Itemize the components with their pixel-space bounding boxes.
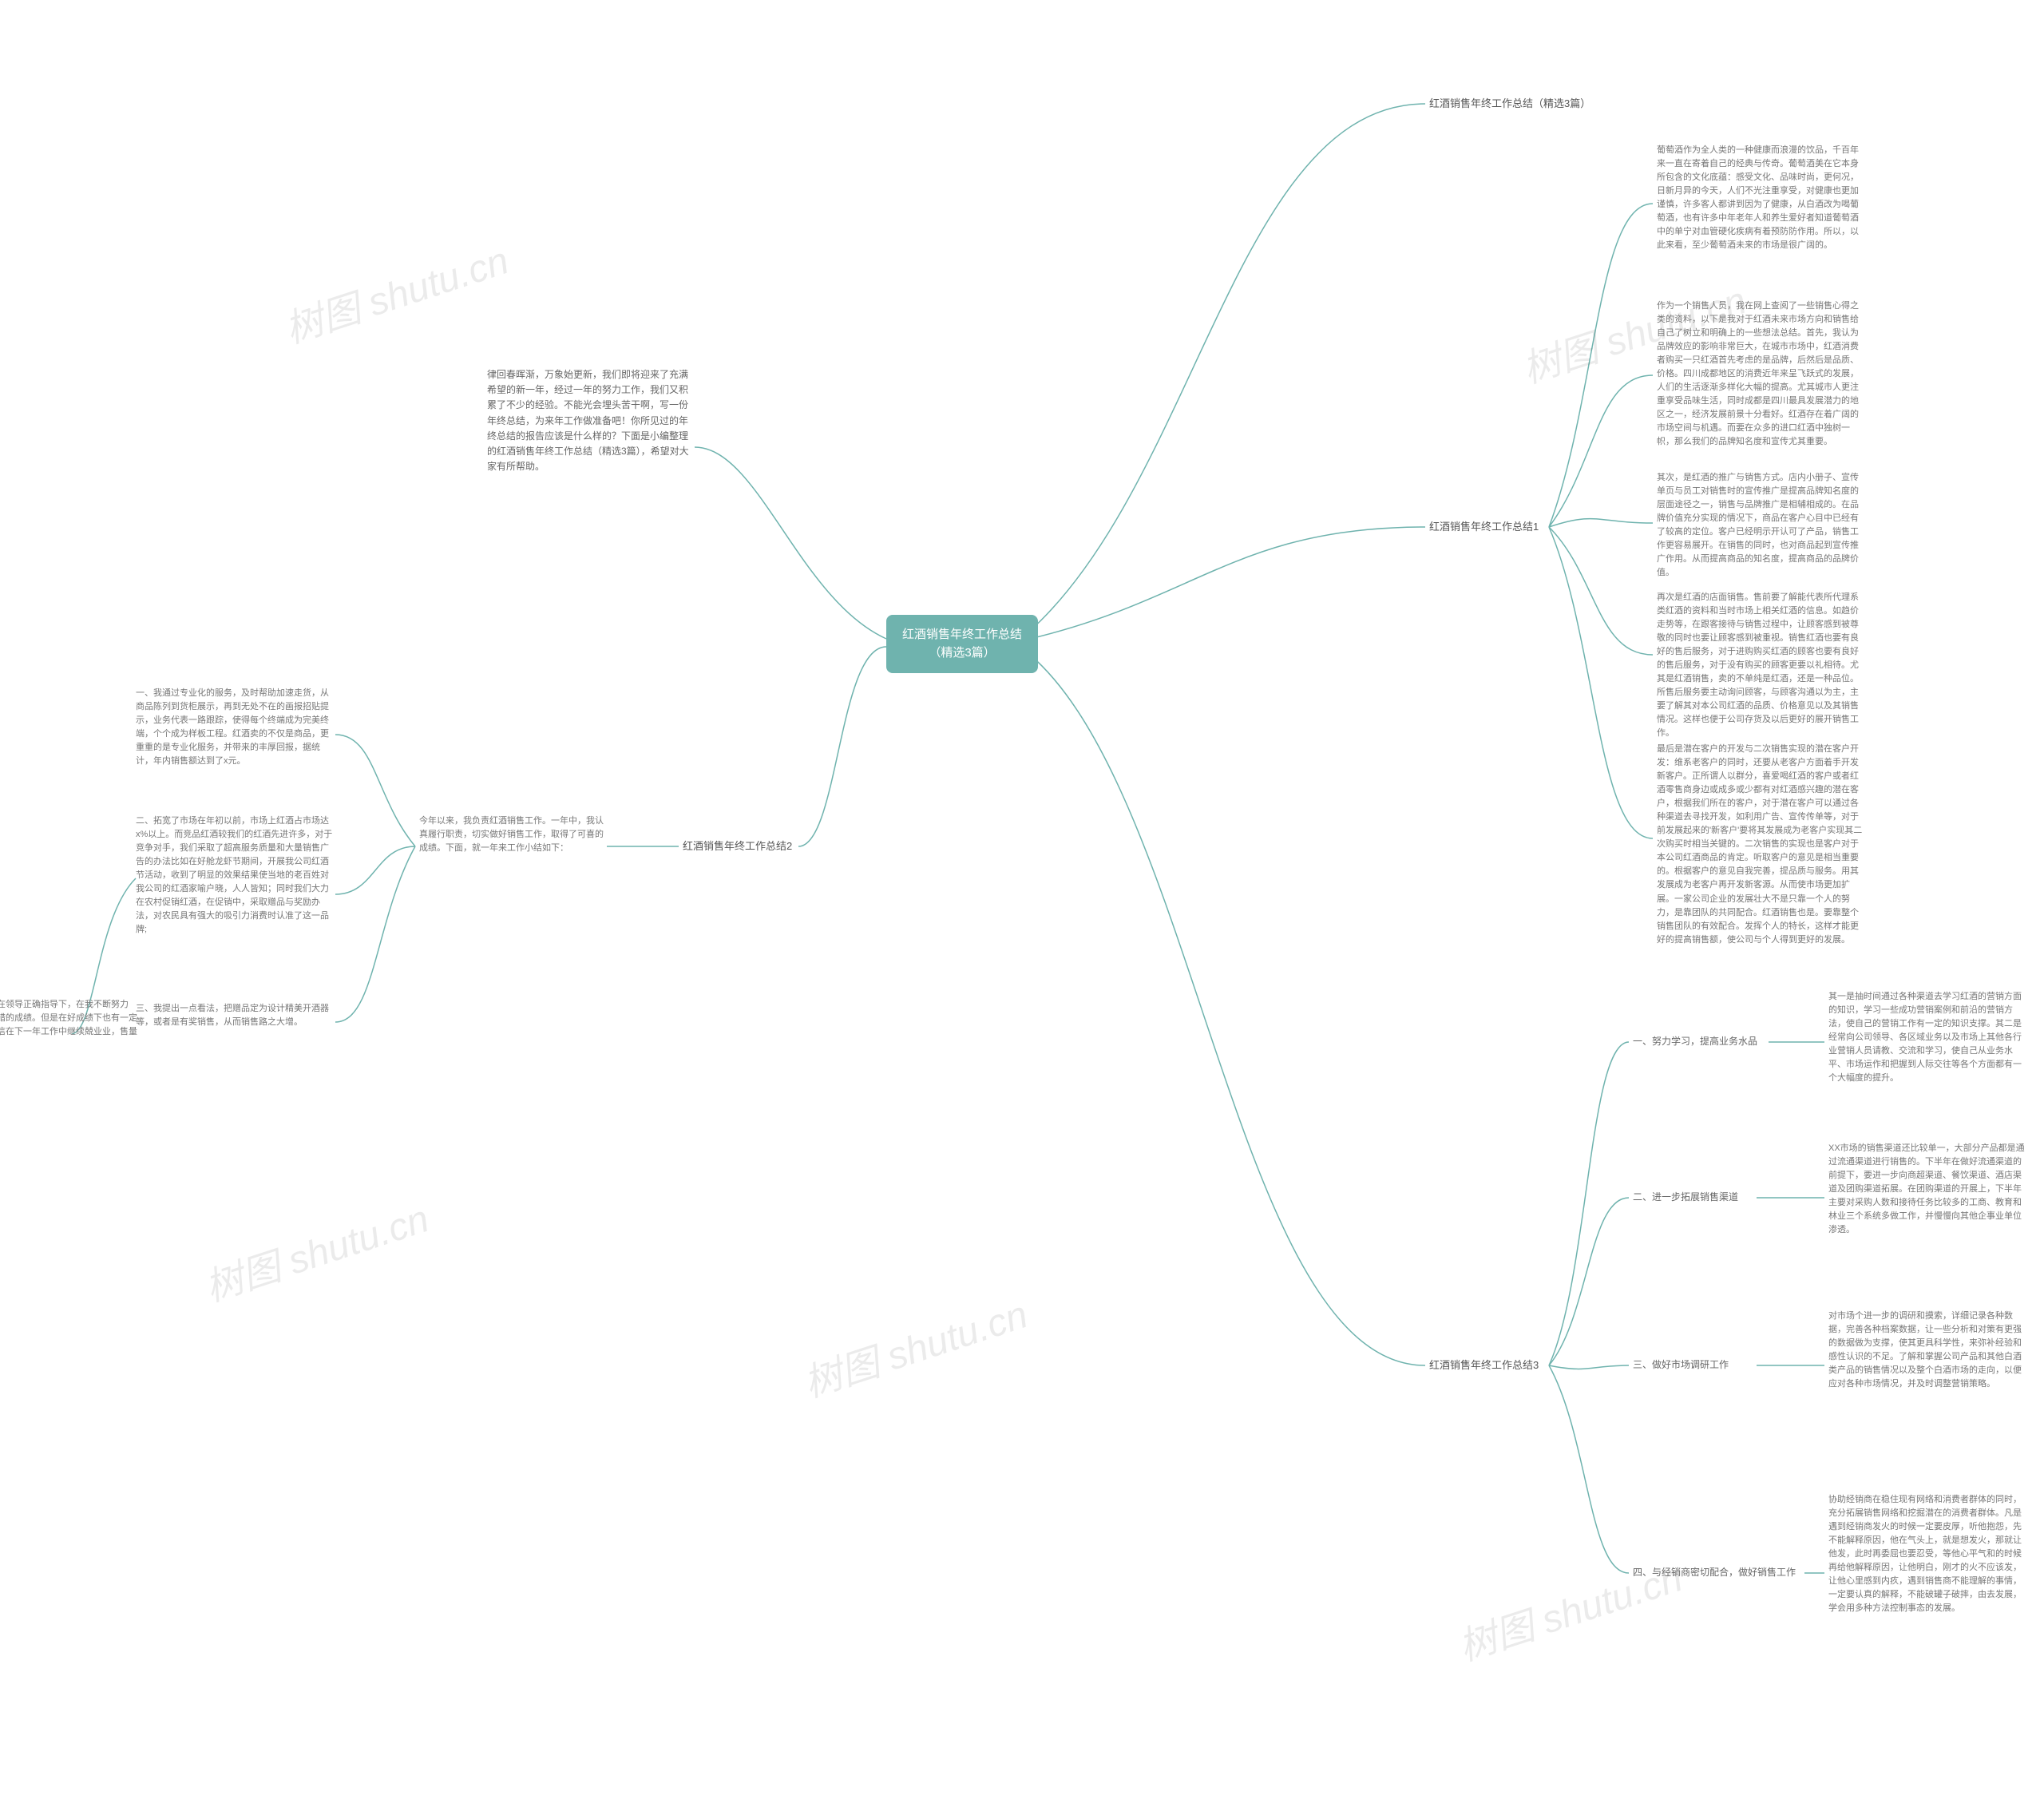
section3-item-head[interactable]: 一、努力学习，提高业务水品 <box>1633 1034 1769 1048</box>
section2-summary: 总之，上一年在领导正确指导下，在我不断努力下，取得很不错的成绩。但是在好成绩下也… <box>0 998 144 1052</box>
section3-item-body: 其一是抽时间通过各种渠道去学习红酒的营销方面的知识，学习一些成功营销案例和前沿的… <box>1828 990 2028 1085</box>
section1-item: 葡萄酒作为全人类的一种健康而浪漫的饮品，千百年来一直在寄着自己的经典与传奇。葡萄… <box>1657 144 1864 252</box>
intro-text: 律回春晖渐，万象始更新，我们即将迎来了充满希望的新一年，经过一年的努力工作，我们… <box>487 367 695 474</box>
section3-label[interactable]: 红酒销售年终工作总结3 <box>1429 1357 1539 1373</box>
section3-item-body: 协助经销商在稳住现有网络和消费者群体的同时，充分拓展销售网络和挖掘潜在的消费者群… <box>1828 1493 2028 1615</box>
section1-item: 再次是红酒的店面销售。售前要了解能代表所代理系类红酒的资料和当时市场上相关红酒的… <box>1657 591 1864 741</box>
watermark: 树图 shutu.cn <box>276 229 514 354</box>
section3-item-body: 对市场个进一步的调研和摸索，详细记录各种数据，完善各种档案数据，让一些分析和对策… <box>1828 1310 2028 1391</box>
section3-item-head[interactable]: 二、进一步拓展销售渠道 <box>1633 1190 1753 1204</box>
section2-label[interactable]: 红酒销售年终工作总结2 <box>683 838 792 854</box>
section2-item: 一、我通过专业化的服务，及时帮助加速走货，从商品陈列到货柜展示，再到无处不在的画… <box>136 687 335 768</box>
section3-item-body: XX市场的销售渠道还比较单一，大部分产品都是通过流通渠道进行销售的。下半年在做好… <box>1828 1142 2028 1237</box>
section1-label[interactable]: 红酒销售年终工作总结1 <box>1429 519 1539 535</box>
watermark: 树图 shutu.cn <box>196 1187 434 1312</box>
section1-item: 其次，是红酒的推广与销售方式。店内小册子、宣传单页与员工对销售时的宣传推广是提高… <box>1657 471 1864 580</box>
watermark: 树图 shutu.cn <box>795 1283 1033 1408</box>
section1-item: 最后是潜在客户的开发与二次销售实现的潜在客户开发：维系老客户的同时，还要从老客户… <box>1657 743 1864 947</box>
section2-item: 三、我提出一点看法，把赠品定为设计精美开酒器等，或者是有奖销售，从而销售路之大增… <box>136 1002 335 1029</box>
section2-item: 二、拓宽了市场在年初以前，市场上红酒占市场达x%以上。而竞品红酒较我们的红酒先进… <box>136 814 335 937</box>
section2-lead: 今年以来，我负责红酒销售工作。一年中，我认真履行职责，切实做好销售工作，取得了可… <box>419 814 607 855</box>
right-header[interactable]: 红酒销售年终工作总结（精选3篇） <box>1429 96 1590 112</box>
section3-item-head[interactable]: 三、做好市场调研工作 <box>1633 1357 1753 1372</box>
section3-item-head[interactable]: 四、与经销商密切配合，做好销售工作 <box>1633 1565 1804 1579</box>
root-node[interactable]: 红酒销售年终工作总结（精选3篇） <box>886 615 1038 673</box>
section1-item: 作为一个销售人员，我在网上查阅了一些销售心得之类的资料，以下是我对于红酒未来市场… <box>1657 299 1864 450</box>
mindmap-canvas: 树图 shutu.cn 树图 shutu.cn 树图 shutu.cn 树图 s… <box>0 0 2044 1799</box>
